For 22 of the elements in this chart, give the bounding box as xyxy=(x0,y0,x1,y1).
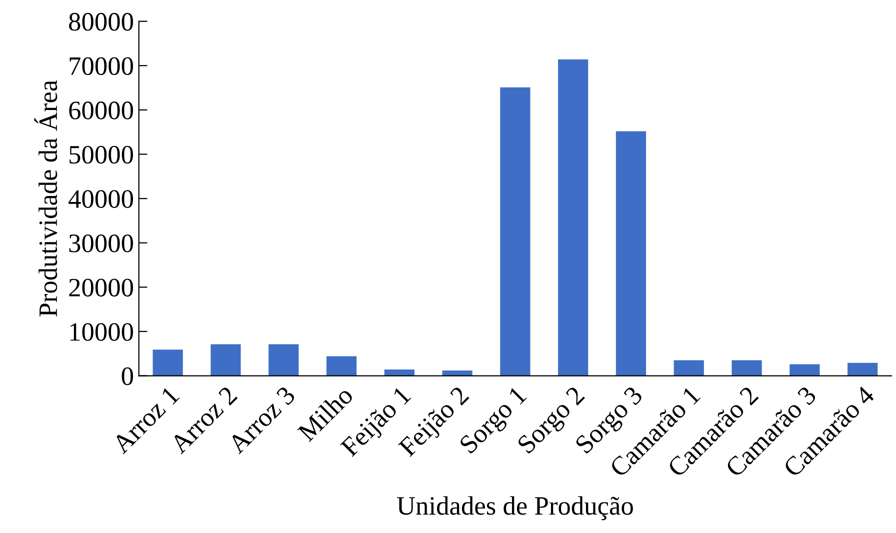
bar xyxy=(732,360,762,376)
y-tick-label: 0 xyxy=(122,367,134,386)
bar xyxy=(210,344,241,376)
bar xyxy=(558,59,588,376)
y-tick-label: 30000 xyxy=(69,234,134,252)
bar xyxy=(268,344,299,376)
y-tick-label: 20000 xyxy=(69,278,134,297)
bar xyxy=(790,364,820,376)
y-tick-label: 60000 xyxy=(69,102,134,120)
y-tick-label: 70000 xyxy=(70,57,134,76)
y-tick-label: 80000 xyxy=(69,12,134,31)
bar xyxy=(500,87,530,376)
x-axis-title: Unidades de Produção xyxy=(397,496,633,520)
bar xyxy=(326,356,357,376)
bar xyxy=(848,362,878,376)
y-axis-title: Produtividade da Área xyxy=(34,80,58,316)
bar xyxy=(152,350,183,376)
bar xyxy=(674,360,704,376)
y-tick-label: 10000 xyxy=(70,323,134,341)
bar xyxy=(616,131,646,376)
y-tick-label: 40000 xyxy=(68,190,134,208)
y-tick-label: 50000 xyxy=(70,146,134,164)
